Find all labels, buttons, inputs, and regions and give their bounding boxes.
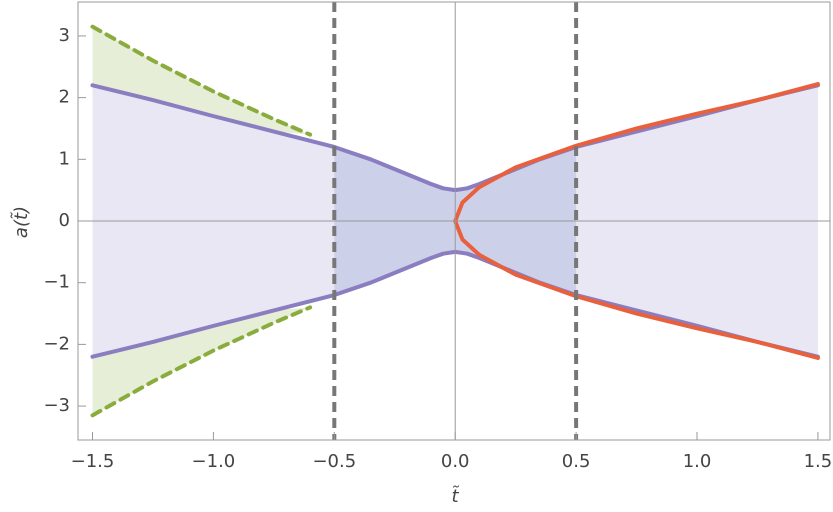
y-tick-label: 3: [59, 25, 70, 46]
x-tick-label: 0.5: [562, 451, 591, 472]
x-tick-label: −1.0: [192, 451, 236, 472]
y-tick-label: −2: [43, 333, 70, 354]
curve: [90, 305, 313, 418]
x-tick-label: 1.5: [804, 451, 833, 472]
y-tick-label: 1: [59, 148, 70, 169]
y-tick-label: −1: [43, 272, 70, 293]
x-axis-label: t̃: [451, 486, 460, 507]
green-fill: [92, 307, 311, 416]
x-tick-label: −0.5: [312, 451, 356, 472]
curve: [90, 24, 313, 137]
green-fill: [92, 26, 311, 135]
y-tick-label: −3: [43, 395, 70, 416]
x-tick-label: 0.0: [441, 451, 470, 472]
y-tick-label: 0: [59, 210, 70, 231]
y-tick-label: 2: [59, 87, 70, 108]
x-tick-label: −1.5: [71, 451, 115, 472]
y-axis-label: a(t̃): [11, 206, 32, 238]
x-tick-label: 1.0: [683, 451, 712, 472]
